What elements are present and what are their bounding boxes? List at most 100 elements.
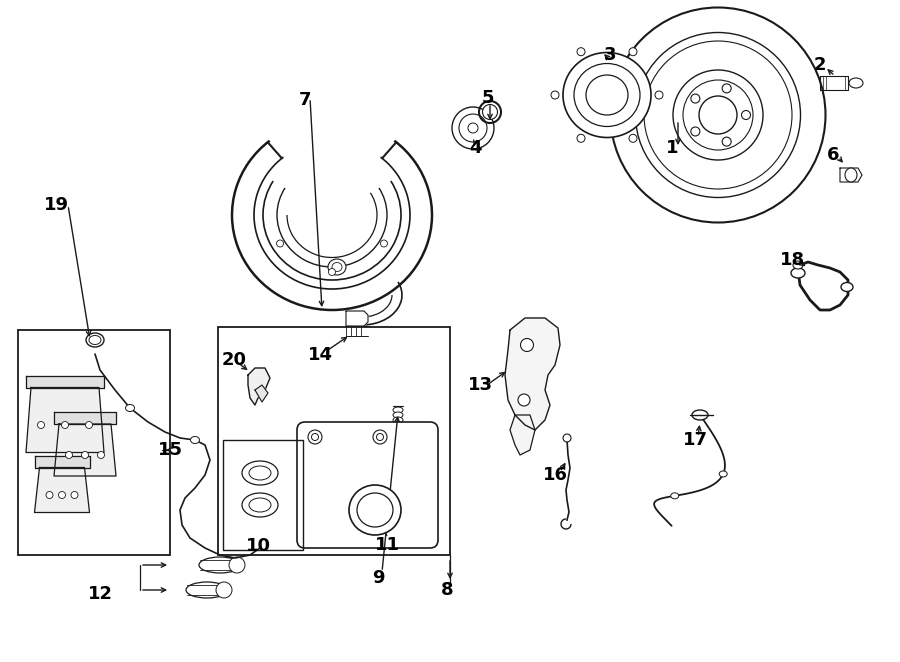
- Text: 7: 7: [299, 91, 311, 109]
- Ellipse shape: [691, 94, 700, 103]
- Ellipse shape: [393, 407, 403, 413]
- Text: 20: 20: [221, 351, 247, 369]
- Ellipse shape: [670, 493, 679, 499]
- Ellipse shape: [574, 64, 640, 126]
- Bar: [223, 440, 303, 550]
- Ellipse shape: [332, 263, 342, 271]
- Polygon shape: [34, 467, 89, 512]
- Ellipse shape: [520, 338, 534, 352]
- Ellipse shape: [216, 582, 232, 598]
- Ellipse shape: [82, 451, 88, 459]
- Ellipse shape: [89, 336, 101, 344]
- Text: 13: 13: [467, 376, 492, 394]
- Ellipse shape: [125, 404, 134, 412]
- Ellipse shape: [563, 434, 571, 442]
- Text: 6: 6: [827, 146, 839, 164]
- Polygon shape: [54, 424, 116, 476]
- Text: 3: 3: [604, 46, 617, 64]
- Ellipse shape: [97, 451, 104, 459]
- Text: 5: 5: [482, 89, 494, 107]
- Ellipse shape: [482, 105, 498, 120]
- Ellipse shape: [841, 283, 853, 291]
- Ellipse shape: [551, 91, 559, 99]
- Ellipse shape: [393, 417, 403, 423]
- Ellipse shape: [577, 48, 585, 56]
- Ellipse shape: [328, 259, 346, 275]
- Ellipse shape: [452, 107, 494, 149]
- Ellipse shape: [719, 471, 727, 477]
- Polygon shape: [26, 387, 104, 453]
- Ellipse shape: [673, 70, 763, 160]
- Ellipse shape: [742, 111, 751, 120]
- Ellipse shape: [459, 114, 487, 142]
- Ellipse shape: [722, 137, 731, 146]
- Ellipse shape: [191, 436, 200, 444]
- Text: 11: 11: [374, 536, 400, 554]
- Ellipse shape: [629, 48, 637, 56]
- Ellipse shape: [229, 557, 245, 573]
- Polygon shape: [54, 412, 116, 424]
- Ellipse shape: [691, 127, 700, 136]
- Ellipse shape: [373, 430, 387, 444]
- Ellipse shape: [249, 466, 271, 480]
- Text: 14: 14: [308, 346, 332, 364]
- Text: 18: 18: [780, 251, 806, 269]
- Ellipse shape: [328, 269, 336, 275]
- Ellipse shape: [563, 52, 651, 138]
- Text: 4: 4: [469, 139, 482, 157]
- Ellipse shape: [393, 422, 403, 428]
- Ellipse shape: [629, 134, 637, 142]
- Ellipse shape: [349, 485, 401, 535]
- Ellipse shape: [61, 422, 68, 428]
- FancyBboxPatch shape: [297, 422, 438, 548]
- Ellipse shape: [199, 557, 241, 573]
- Polygon shape: [820, 76, 848, 90]
- Ellipse shape: [58, 491, 66, 498]
- Polygon shape: [346, 311, 368, 326]
- Ellipse shape: [311, 434, 319, 440]
- Polygon shape: [34, 455, 89, 467]
- Ellipse shape: [793, 261, 803, 269]
- Text: 1: 1: [666, 139, 679, 157]
- Ellipse shape: [86, 422, 93, 428]
- Ellipse shape: [655, 91, 663, 99]
- Ellipse shape: [242, 493, 278, 517]
- Ellipse shape: [46, 491, 53, 498]
- Ellipse shape: [683, 80, 753, 150]
- Ellipse shape: [393, 412, 403, 418]
- Ellipse shape: [308, 430, 322, 444]
- Polygon shape: [26, 375, 104, 387]
- Bar: [18, 330, 170, 555]
- Ellipse shape: [71, 491, 78, 498]
- Ellipse shape: [357, 493, 393, 527]
- Polygon shape: [505, 318, 560, 430]
- Ellipse shape: [381, 240, 388, 247]
- Ellipse shape: [644, 41, 792, 189]
- Ellipse shape: [845, 168, 857, 182]
- Polygon shape: [510, 415, 535, 455]
- Text: 8: 8: [441, 581, 454, 599]
- Ellipse shape: [186, 582, 228, 598]
- Polygon shape: [255, 385, 268, 402]
- Text: 2: 2: [814, 56, 826, 74]
- Text: 17: 17: [682, 431, 707, 449]
- Ellipse shape: [791, 268, 805, 278]
- Ellipse shape: [699, 96, 737, 134]
- Ellipse shape: [66, 451, 73, 459]
- Ellipse shape: [722, 84, 731, 93]
- Text: 15: 15: [158, 441, 183, 459]
- Polygon shape: [248, 368, 270, 405]
- Ellipse shape: [242, 461, 278, 485]
- Ellipse shape: [610, 7, 825, 222]
- Bar: [218, 327, 450, 555]
- Ellipse shape: [249, 498, 271, 512]
- Text: 10: 10: [246, 537, 271, 555]
- Ellipse shape: [692, 410, 708, 420]
- Text: 19: 19: [43, 196, 68, 214]
- Text: 16: 16: [543, 466, 568, 484]
- Ellipse shape: [38, 422, 44, 428]
- Ellipse shape: [376, 434, 383, 440]
- Ellipse shape: [635, 32, 800, 197]
- Ellipse shape: [86, 333, 104, 347]
- Ellipse shape: [586, 75, 628, 115]
